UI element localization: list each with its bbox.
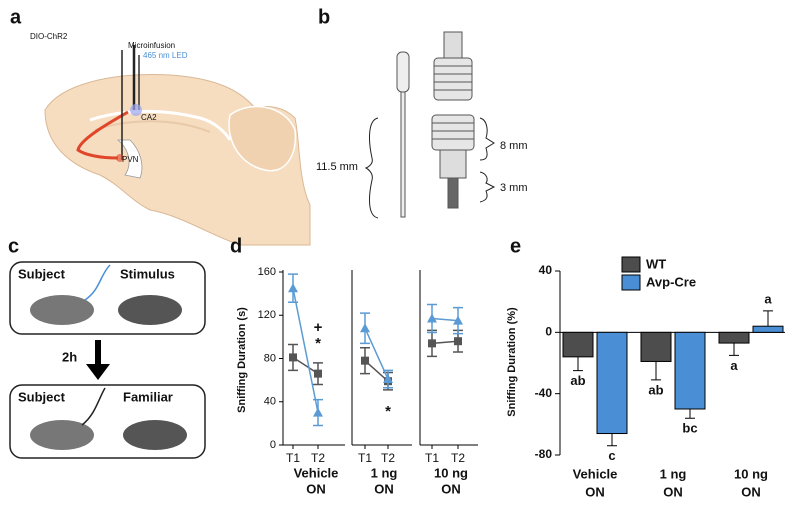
legend-swatch	[621, 274, 641, 291]
brain-schematic	[44, 45, 311, 246]
point	[428, 339, 436, 348]
series-line	[292, 356, 319, 375]
series-line	[431, 340, 459, 345]
point	[314, 369, 322, 378]
region-label: CA2	[141, 113, 157, 122]
y-tick-label: 120	[258, 309, 276, 321]
point	[288, 283, 298, 293]
legend-label: Avp-Cre	[646, 274, 696, 289]
x-tick-label: ON	[585, 484, 605, 499]
error-bar	[763, 310, 773, 327]
x-tick-label: ON	[663, 484, 683, 499]
significance-letter: ab	[648, 382, 663, 397]
annotation: *	[315, 335, 321, 352]
point	[360, 323, 370, 333]
y-tick-label: 40	[539, 263, 553, 277]
x-tick-label: T2	[381, 451, 395, 465]
legend-label: WT	[646, 256, 666, 271]
point	[453, 315, 463, 325]
error-bar	[607, 433, 617, 447]
legend-swatch	[621, 256, 641, 273]
box-label: Subject	[18, 389, 66, 404]
cannula-schematic	[364, 31, 496, 219]
series-line	[292, 288, 319, 413]
panel-label: b	[318, 6, 330, 28]
box-label: Stimulus	[120, 266, 175, 281]
significance-letter: bc	[682, 421, 697, 436]
probe-label: Microinfusion	[128, 41, 175, 50]
bar	[752, 325, 784, 333]
dimension-label: 3 mm	[500, 182, 528, 194]
box-label: Subject	[18, 266, 66, 281]
x-tick-label: T2	[451, 451, 465, 465]
point	[454, 337, 462, 346]
x-tick-label: T1	[358, 451, 372, 465]
x-tick-label: Vehicle	[573, 466, 618, 481]
delay-label: 2h	[62, 349, 77, 364]
point	[289, 353, 297, 362]
bar	[718, 331, 750, 344]
region-label: PVN	[122, 155, 139, 164]
error-bar	[729, 343, 739, 356]
box-label: Familiar	[123, 389, 173, 404]
y-tick-label: 160	[258, 266, 276, 278]
behavior-schematic	[9, 261, 206, 459]
bar	[562, 331, 594, 358]
group-label: ON	[441, 481, 461, 496]
y-tick-label: 0	[545, 325, 552, 339]
group-label: Vehicle	[294, 465, 339, 480]
significance-letter: c	[608, 448, 615, 463]
dimension-label: 11.5 mm	[316, 161, 358, 173]
x-tick-label: 1 ng	[660, 466, 687, 481]
x-tick-label: T1	[286, 451, 300, 465]
significance-letter: a	[730, 358, 738, 373]
annotation: *	[385, 403, 391, 420]
error-bar	[651, 361, 661, 381]
probe-label: DIO-ChR2	[30, 32, 68, 41]
significance-letter: ab	[570, 373, 585, 388]
error-bar	[573, 356, 583, 372]
y-tick-label: 40	[264, 396, 276, 408]
bar	[596, 331, 628, 435]
y-tick-label: -40	[535, 386, 553, 400]
series-line	[431, 317, 459, 322]
bar	[674, 331, 706, 410]
x-tick-label: ON	[741, 484, 761, 499]
point	[427, 313, 437, 323]
y-tick-label: 80	[264, 352, 276, 364]
bar	[640, 331, 672, 362]
panel-label: a	[10, 6, 22, 28]
x-tick-label: T2	[311, 451, 325, 465]
group-label: 10 ng	[434, 465, 468, 480]
error-bar	[685, 409, 695, 419]
y-axis-label: Sniffing Duration (%)	[506, 307, 518, 417]
group-label: ON	[306, 481, 326, 496]
panel-label: e	[510, 235, 521, 257]
panel-label: d	[230, 235, 242, 257]
y-tick-label: -80	[535, 447, 553, 461]
x-tick-label: T1	[425, 451, 439, 465]
point	[383, 374, 393, 384]
annotation: +	[314, 319, 323, 336]
y-tick-label: 0	[270, 439, 276, 451]
point	[313, 407, 323, 417]
group-label: ON	[374, 481, 394, 496]
significance-letter: a	[764, 291, 772, 306]
dimension-label: 8 mm	[500, 140, 528, 152]
y-axis-label: Sniffing Duration (s)	[236, 307, 248, 413]
group-label: 1 ng	[371, 465, 398, 480]
panel-label: c	[8, 235, 19, 257]
point	[361, 356, 369, 365]
x-tick-label: 10 ng	[734, 466, 768, 481]
probe-label: 465 nm LED	[143, 51, 188, 60]
